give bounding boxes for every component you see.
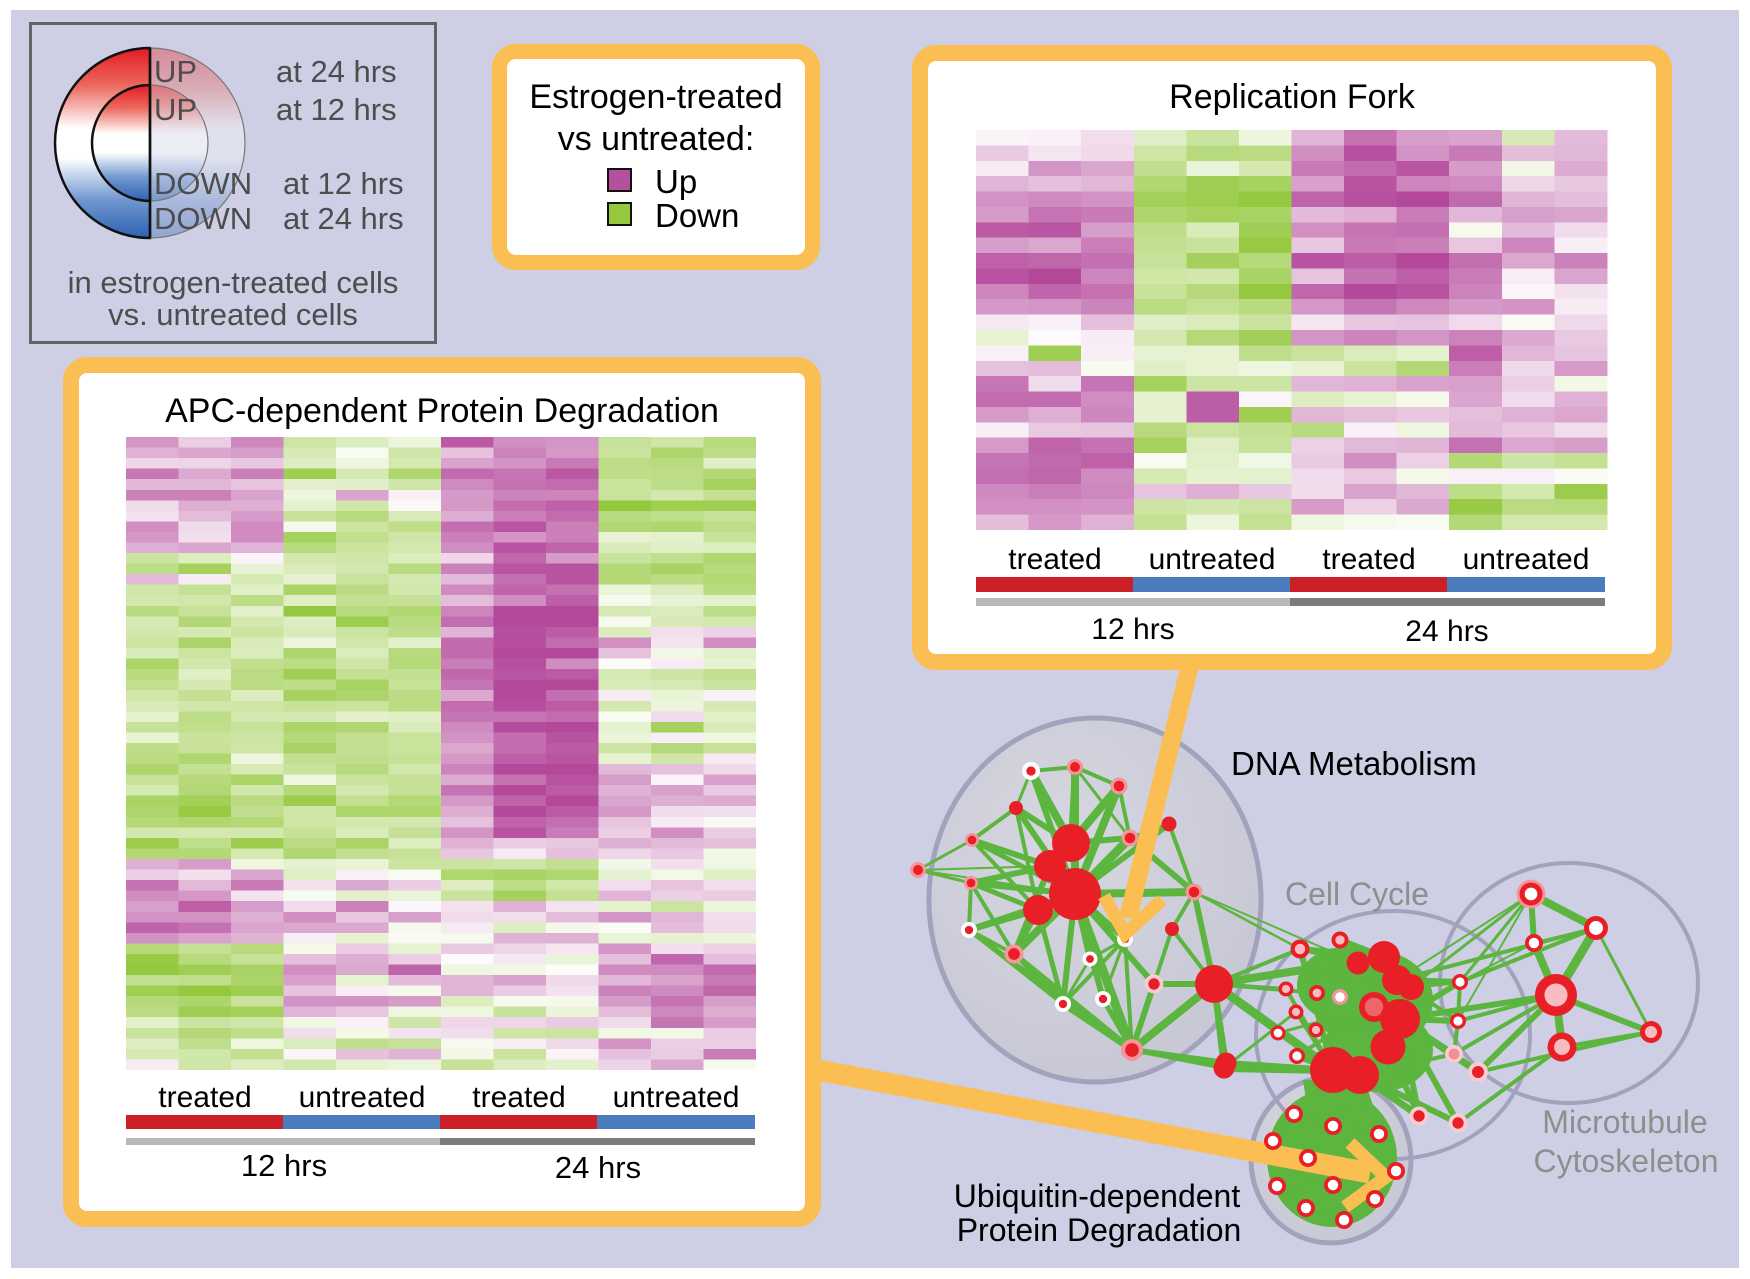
svg-text:Ubiquitin-dependent: Ubiquitin-dependent (954, 1178, 1241, 1214)
svg-text:Cytoskeleton: Cytoskeleton (1534, 1143, 1719, 1179)
svg-text:DNA Metabolism: DNA Metabolism (1231, 745, 1477, 782)
svg-text:Cell Cycle: Cell Cycle (1285, 876, 1429, 912)
svg-text:Microtubule: Microtubule (1542, 1104, 1707, 1140)
svg-text:Protein Degradation: Protein Degradation (957, 1212, 1242, 1248)
